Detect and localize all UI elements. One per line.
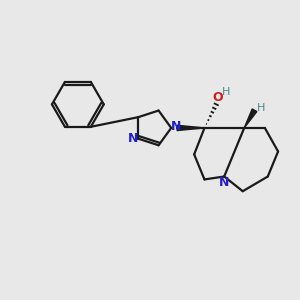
Text: H: H [257, 103, 265, 113]
Text: N: N [171, 120, 182, 133]
Text: N: N [219, 176, 230, 190]
Text: O: O [212, 92, 223, 104]
Polygon shape [244, 109, 257, 128]
Polygon shape [177, 125, 205, 130]
Text: H: H [222, 87, 231, 97]
Text: N: N [128, 132, 138, 145]
